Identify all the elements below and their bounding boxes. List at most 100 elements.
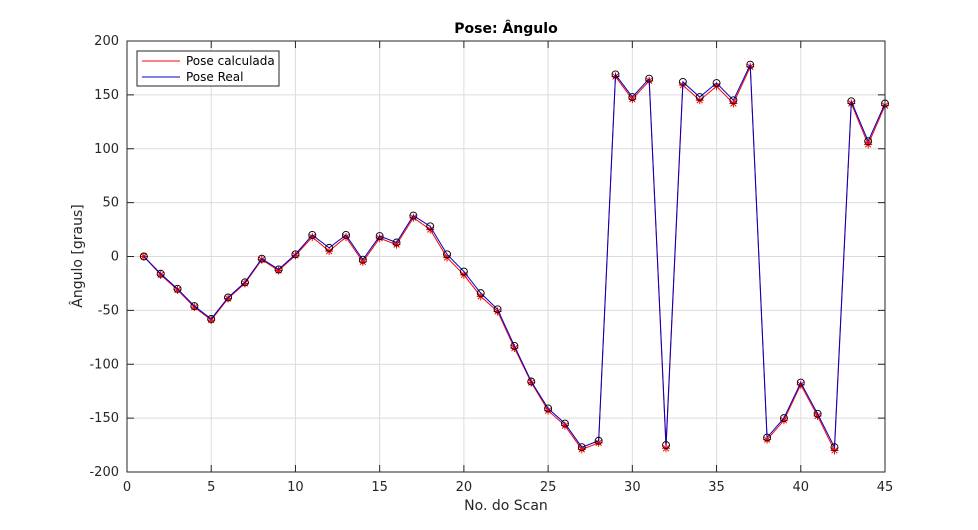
point-real — [544, 404, 553, 413]
y-tick-label: 150 — [94, 88, 119, 103]
point-real — [763, 433, 772, 442]
y-tick-label: 100 — [94, 142, 119, 157]
series-line-real — [143, 64, 886, 450]
point-real — [190, 302, 199, 311]
point-real — [779, 414, 788, 423]
point-real — [628, 93, 637, 101]
legend-label-calculada: Pose calculada — [186, 54, 275, 68]
point-real — [156, 269, 165, 278]
point-real — [527, 377, 536, 386]
point-calculada — [577, 445, 586, 454]
point-calculada — [139, 252, 148, 261]
point-real — [729, 96, 738, 105]
x-tick-label: 25 — [540, 480, 557, 495]
point-calculada — [156, 270, 165, 279]
point-real — [459, 267, 468, 276]
x-tick-label: 20 — [456, 480, 473, 495]
point-real — [645, 74, 654, 83]
y-tick-label: -50 — [98, 303, 119, 318]
point-real — [207, 315, 216, 323]
point-real — [864, 137, 873, 146]
axis-ticks: 0 5 10 15 20 25 30 35 40 45 -200 -150 -100 -50 0 50 100 1… — [89, 34, 893, 495]
point-real — [325, 243, 334, 252]
x-tick-label: 30 — [624, 480, 641, 495]
point-calculada — [510, 344, 519, 353]
point-calculada — [779, 416, 788, 425]
y-tick-label: 200 — [94, 34, 119, 49]
point-calculada — [207, 316, 216, 325]
point-real — [409, 211, 418, 220]
point-calculada — [257, 255, 266, 264]
point-calculada — [190, 303, 199, 312]
point-calculada — [409, 213, 418, 222]
x-tick-label: 0 — [123, 480, 131, 495]
point-calculada — [173, 285, 182, 294]
point-real — [139, 252, 148, 261]
x-tick-label: 40 — [793, 480, 810, 495]
point-real — [291, 250, 300, 259]
point-real — [746, 60, 755, 69]
point-real — [257, 254, 266, 263]
point-real — [392, 238, 401, 247]
y-tick-label: -150 — [89, 411, 119, 426]
point-calculada — [628, 95, 637, 104]
y-tick-label: -200 — [89, 465, 119, 480]
legend-box — [136, 50, 280, 87]
point-real — [173, 284, 182, 293]
y-axis-label: Ângulo [graus] — [68, 204, 86, 307]
point-calculada — [291, 251, 300, 260]
point-real — [796, 378, 805, 387]
point-real — [830, 443, 839, 452]
point-calculada — [341, 233, 350, 242]
point-calculada — [240, 279, 249, 288]
point-real — [375, 232, 384, 240]
point-calculada — [796, 380, 805, 389]
point-real — [678, 77, 687, 86]
point-calculada — [375, 234, 384, 243]
x-tick-label: 10 — [287, 480, 304, 495]
point-calculada — [560, 421, 569, 430]
point-real — [577, 443, 586, 452]
y-tick-label: 50 — [102, 196, 119, 211]
point-calculada — [763, 435, 772, 444]
point-real — [443, 250, 451, 259]
point-real — [611, 70, 620, 79]
x-tick-label: 45 — [877, 480, 894, 495]
legend-label-real: Pose Real — [186, 70, 243, 84]
point-real — [308, 230, 317, 239]
y-tick-label: -100 — [89, 357, 119, 372]
point-real — [561, 419, 569, 428]
point-real — [493, 305, 502, 314]
point-real — [813, 409, 822, 418]
point-real — [510, 341, 519, 350]
point-calculada — [392, 240, 401, 249]
point-calculada — [813, 411, 822, 420]
point-calculada — [224, 294, 233, 303]
point-calculada — [544, 406, 553, 415]
chart-title: Pose: Ângulo — [454, 20, 558, 37]
point-real — [712, 79, 721, 87]
x-axis-label: No. do Scan — [464, 498, 548, 514]
point-real — [224, 293, 233, 302]
point-calculada — [493, 307, 502, 316]
series-layer — [139, 60, 889, 455]
point-calculada — [274, 266, 283, 275]
point-calculada — [527, 378, 536, 387]
series-real — [139, 60, 889, 452]
point-real — [695, 93, 704, 101]
point-calculada — [358, 257, 367, 266]
point-real — [358, 255, 367, 264]
point-real — [662, 441, 670, 450]
point-real — [594, 436, 603, 445]
point-calculada — [308, 233, 317, 242]
point-real — [240, 278, 249, 287]
legend: Pose calculada Pose Real — [136, 50, 280, 87]
x-tick-label: 15 — [371, 480, 388, 495]
x-tick-label: 35 — [708, 480, 725, 495]
x-tick-label: 5 — [207, 480, 215, 495]
point-real — [426, 222, 435, 231]
y-tick-label: 0 — [111, 250, 119, 265]
point-real — [274, 265, 283, 274]
point-real — [476, 289, 485, 298]
